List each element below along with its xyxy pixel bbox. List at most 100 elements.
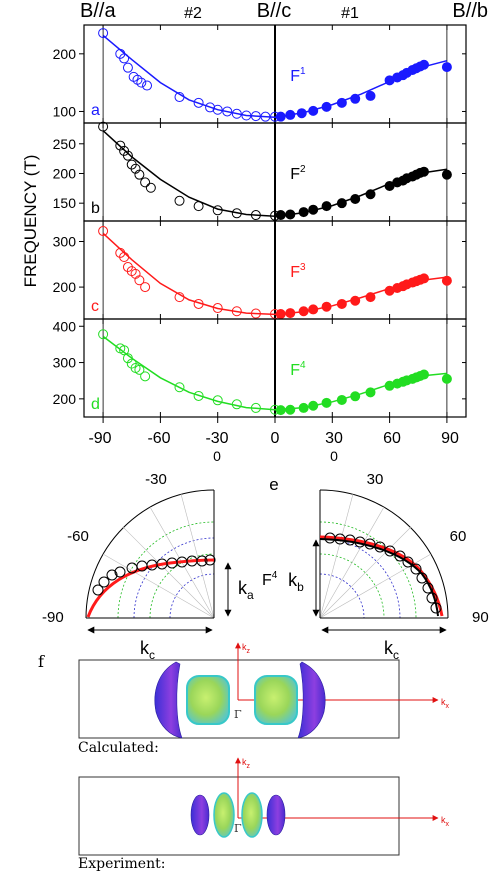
filled-data-point	[321, 397, 332, 408]
open-data-point	[205, 102, 216, 113]
y-tick-label: 200	[53, 279, 77, 295]
filled-data-point	[365, 189, 376, 200]
open-data-point	[98, 121, 109, 132]
filled-data-point	[285, 209, 296, 220]
polar-right-radial	[319, 526, 412, 619]
filled-data-point	[418, 273, 429, 284]
polar-data-point	[364, 538, 376, 550]
filled-data-point	[365, 90, 376, 101]
open-data-point	[250, 111, 261, 122]
calc-left-purple-lens	[154, 661, 183, 739]
open-data-point	[122, 353, 133, 364]
open-data-point	[145, 182, 156, 193]
band-label: F1	[290, 66, 306, 85]
panel-letter: a	[91, 102, 100, 119]
polar-left-blue-arc	[169, 573, 215, 619]
exp-left-purple-ellipsoid	[190, 794, 210, 836]
frequency-panels: 100 200 a F1 150 200 250 b F2 200 300 c F3 200 300 400 d…	[53, 24, 467, 423]
polar-data-point	[426, 592, 438, 604]
x-sub-zero-left: 0	[213, 448, 221, 464]
y-tick-label: 400	[53, 318, 77, 334]
open-data-point	[260, 111, 271, 122]
open-data-point	[250, 308, 261, 319]
filled-data-point	[336, 198, 347, 209]
polar-data-point	[416, 572, 428, 584]
filled-data-point	[308, 204, 319, 215]
top-label-b-a: B//a	[80, 0, 116, 22]
polar-left-fit-curve	[86, 558, 215, 618]
filled-data-point	[350, 391, 361, 402]
polar-right-points	[324, 532, 442, 614]
polar-left-tick: -30	[145, 471, 167, 488]
filled-data-point	[298, 207, 309, 218]
ka-label: ka	[238, 578, 254, 602]
polar-right-quadrant: 30 60 90 kb kc	[288, 471, 489, 662]
exp-gamma-label: Γ	[234, 822, 242, 835]
filled-data-point	[298, 306, 309, 317]
open-data-point	[115, 140, 126, 151]
open-data-point	[98, 28, 109, 39]
open-data-point	[212, 395, 223, 406]
filled-data-point	[275, 308, 286, 319]
polar-right-tick: 60	[450, 528, 467, 545]
x-tick-label: 30	[325, 430, 343, 447]
open-data-point	[193, 97, 204, 108]
filled-data-point	[336, 394, 347, 405]
x-tick-label: -30	[205, 430, 228, 447]
calc-right-purple-lens	[297, 661, 326, 739]
panel-b: 150 200 250 b F2	[53, 121, 467, 222]
top-label-b-b: B//b	[452, 0, 488, 22]
open-data-point	[140, 282, 151, 293]
y-axis-label: FREQUENCY (T)	[21, 155, 40, 288]
open-data-point	[136, 77, 147, 88]
open-data-point	[130, 163, 141, 174]
filled-data-point	[308, 304, 319, 315]
x-tick-label: 60	[383, 430, 401, 447]
polar-left-radial	[180, 493, 215, 619]
band-label: F3	[290, 262, 306, 281]
open-data-point	[231, 399, 242, 410]
kb-label: kb	[288, 570, 304, 594]
filled-data-point	[441, 275, 452, 286]
polar-left-points	[92, 554, 216, 596]
filled-data-point	[275, 111, 286, 122]
polar-right-tick: 90	[472, 609, 489, 626]
polar-data-point	[98, 576, 110, 588]
exp-caption: Experiment:	[78, 856, 165, 872]
y-tick-label: 200	[53, 165, 77, 181]
exp-kz-label: kz	[242, 757, 251, 770]
filled-data-point	[285, 109, 296, 120]
open-data-point	[119, 252, 130, 263]
polar-right-tick: 30	[367, 471, 384, 488]
open-data-point	[174, 195, 185, 206]
polar-left-quadrant: -30 -60 -90 ka kc	[42, 471, 254, 662]
open-data-point	[98, 226, 109, 237]
y-tick-label: 300	[53, 234, 77, 250]
open-data-point	[174, 292, 185, 303]
y-tick-label: 200	[53, 46, 77, 62]
y-tick-label: 150	[53, 195, 77, 211]
open-data-point	[212, 104, 223, 115]
filled-data-point	[308, 105, 319, 116]
calc-right-green-pocket	[254, 675, 298, 725]
y-tick-label: 300	[53, 355, 77, 371]
polar-left-tick: -60	[67, 528, 89, 545]
polar-right-blue-arc	[319, 573, 365, 619]
kc-left-label: kc	[140, 638, 155, 662]
polar-left-tick: -90	[42, 609, 64, 626]
filled-data-point	[350, 93, 361, 104]
band-label: F2	[290, 164, 306, 183]
open-data-point	[122, 150, 133, 161]
filled-data-point	[350, 295, 361, 306]
calc-box	[78, 659, 400, 739]
filled-data-point	[321, 101, 332, 112]
polar-right-fit-curve-red	[319, 535, 444, 617]
open-data-point	[98, 329, 109, 340]
polar-data-point	[106, 569, 118, 581]
filled-data-point	[296, 108, 307, 119]
filled-data-point	[350, 194, 361, 205]
polar-left-blue-arc	[133, 537, 215, 619]
top-label-1: #1	[341, 5, 359, 22]
x-sub-zero-right: 0	[330, 448, 338, 464]
open-data-point	[193, 298, 204, 309]
